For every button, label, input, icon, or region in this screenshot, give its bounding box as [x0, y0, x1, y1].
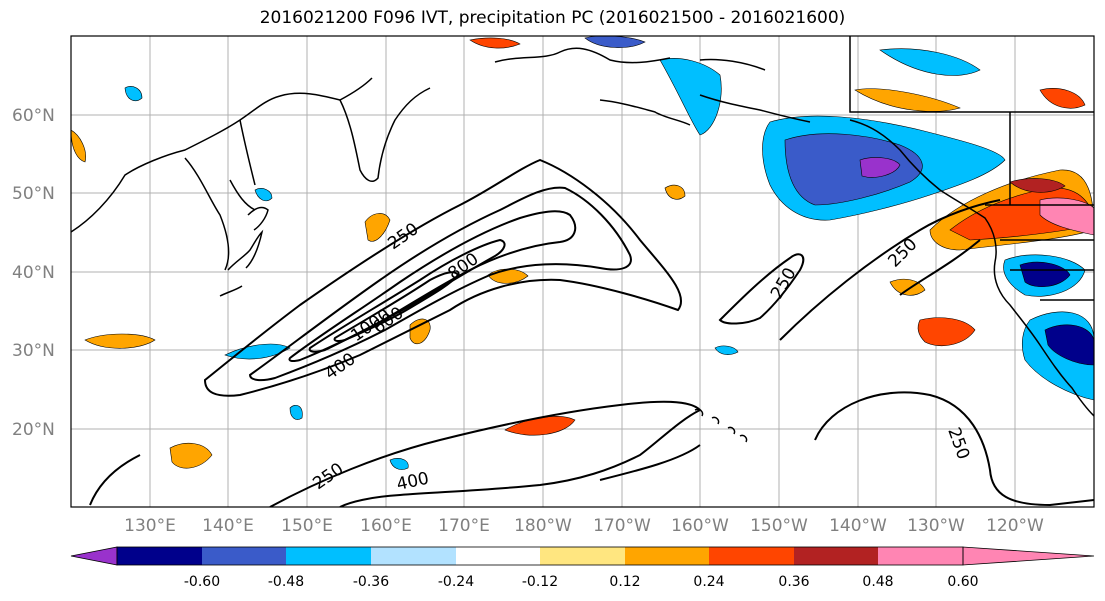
colorbar-segment	[456, 547, 540, 565]
colorbar-segment	[286, 547, 371, 565]
colorbar-segment	[371, 547, 456, 565]
colorbar-frame	[116, 546, 964, 566]
colorbar-tick-label: -0.36	[353, 574, 389, 590]
longitude-labels: 130°E 140°E 150°E 160°E 170°E 180°W 170°…	[124, 516, 1044, 536]
lat-label: 60°N	[12, 106, 55, 126]
colorbar-tick-label: 0.60	[947, 574, 978, 590]
lon-label: 170°E	[438, 516, 490, 536]
colorbar-segment	[794, 547, 878, 565]
graticule	[71, 36, 1094, 507]
colorbar-tick-label: -0.48	[268, 574, 304, 590]
lat-label: 30°N	[12, 341, 55, 361]
precipitation-shading	[71, 36, 1094, 470]
colorbar-segment	[117, 547, 202, 565]
lon-label: 140°W	[829, 516, 887, 536]
lon-label: 150°E	[281, 516, 333, 536]
map-title: 2016021200 F096 IVT, precipitation PC (2…	[259, 8, 846, 28]
lon-label: 160°W	[671, 516, 729, 536]
colorbar-tick-label: -0.60	[184, 574, 220, 590]
colorbar: -0.60 -0.48 -0.36 -0.24 -0.12 0.12 0.24 …	[70, 546, 1095, 590]
coastlines	[71, 36, 1094, 443]
colorbar-segment	[625, 547, 709, 565]
ivt-contours	[89, 158, 1094, 507]
colorbar-segment	[709, 547, 794, 565]
lon-label: 140°E	[202, 516, 254, 536]
colorbar-tick-label: -0.12	[522, 574, 558, 590]
colorbar-tick-label: 0.24	[693, 574, 724, 590]
lat-label: 20°N	[12, 420, 55, 440]
lon-label: 120°W	[986, 516, 1044, 536]
lat-label: 40°N	[12, 263, 55, 283]
lon-label: 160°E	[360, 516, 412, 536]
lon-label: 180°W	[514, 516, 572, 536]
colorbar-segment	[878, 547, 963, 565]
colorbar-segment	[540, 547, 625, 565]
colorbar-ticks: -0.60 -0.48 -0.36 -0.24 -0.12 0.12 0.24 …	[184, 574, 979, 590]
colorbar-right-arrow	[962, 546, 1095, 566]
colorbar-tick-label: 0.12	[609, 574, 640, 590]
latitude-labels: 60°N 50°N 40°N 30°N 20°N	[12, 106, 55, 440]
lon-label: 170°W	[593, 516, 651, 536]
lon-label: 130°W	[907, 516, 965, 536]
map-frame	[70, 35, 1095, 508]
lat-label: 50°N	[12, 184, 55, 204]
lon-label: 150°W	[750, 516, 808, 536]
colorbar-tick-label: 0.48	[862, 574, 893, 590]
colorbar-left-arrow	[70, 546, 118, 566]
colorbar-tick-label: 0.36	[778, 574, 809, 590]
lon-label: 130°E	[124, 516, 176, 536]
colorbar-segment	[202, 547, 286, 565]
colorbar-tick-label: -0.24	[438, 574, 474, 590]
